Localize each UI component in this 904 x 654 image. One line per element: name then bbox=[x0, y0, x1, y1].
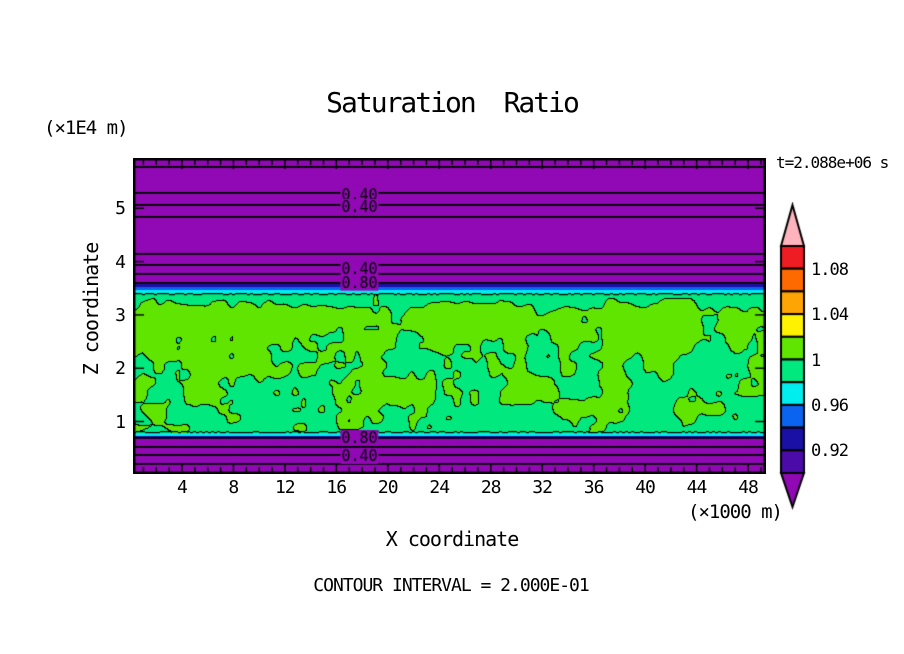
x-tick-label: 36 bbox=[583, 477, 605, 498]
chart-title: Saturation Ratio bbox=[326, 86, 580, 119]
x-tick-label: 20 bbox=[377, 477, 399, 498]
colorbar-label: 1.08 bbox=[811, 259, 849, 280]
x-tick-label: 40 bbox=[635, 477, 656, 498]
z-tick-label: 3 bbox=[115, 304, 126, 326]
x-axis-title: X coordinate bbox=[385, 527, 520, 551]
z-tick-label: 2 bbox=[115, 358, 126, 380]
colorbar-canvas bbox=[778, 202, 808, 514]
x-tick-label: 28 bbox=[480, 477, 502, 498]
x-tick-label: 24 bbox=[429, 477, 450, 498]
x-tick-label: 16 bbox=[326, 477, 347, 498]
contour-plot-canvas bbox=[133, 158, 766, 474]
x-tick-label: 12 bbox=[274, 477, 296, 498]
x-axis-unit: (×1000 m) bbox=[688, 501, 783, 523]
colorbar-label: 1 bbox=[811, 350, 821, 371]
x-tick-label: 48 bbox=[738, 477, 759, 498]
contour-interval-note: CONTOUR INTERVAL = 2.000E-01 bbox=[313, 575, 589, 596]
time-label: t=2.088e+06 s bbox=[776, 153, 889, 172]
x-tick-label: 4 bbox=[176, 477, 188, 498]
colorbar-label: 0.92 bbox=[811, 441, 849, 462]
colorbar-label: 1.04 bbox=[811, 305, 849, 326]
x-tick-label: 32 bbox=[532, 477, 553, 498]
z-tick-label: 4 bbox=[115, 251, 126, 273]
colorbar-label: 0.96 bbox=[811, 395, 849, 416]
z-tick-label: 1 bbox=[115, 411, 126, 433]
z-tick-label: 5 bbox=[115, 198, 126, 220]
x-tick-label: 44 bbox=[686, 477, 708, 498]
x-tick-label: 8 bbox=[228, 477, 239, 498]
z-axis-unit: (×1E4 m) bbox=[44, 117, 129, 139]
